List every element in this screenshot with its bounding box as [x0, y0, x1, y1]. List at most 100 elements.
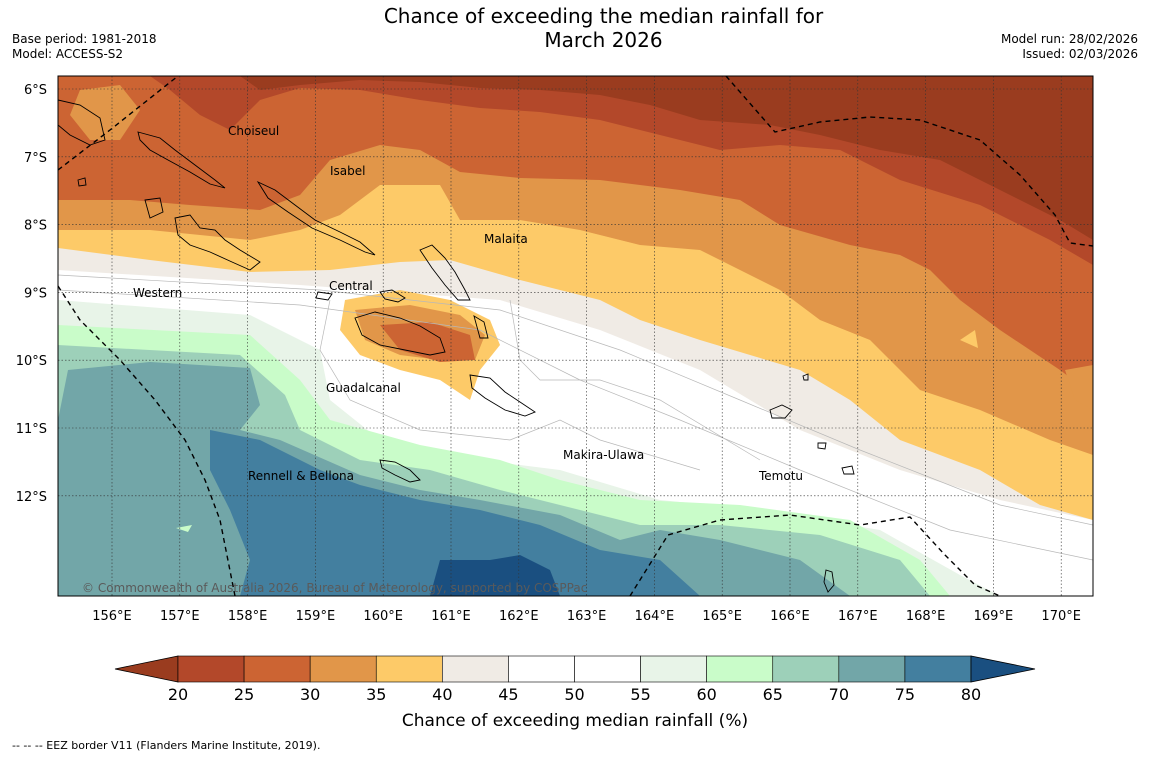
colorbar-low-extension [114, 655, 179, 683]
lon-label: 161°E [431, 609, 471, 624]
place-labels: Choiseul Isabel Malaita Western Central … [133, 124, 803, 483]
eez-border-note: -- -- -- EEZ border V11 (Flanders Marine… [12, 739, 321, 752]
eez-west-border [57, 285, 236, 597]
lat-label: 9°S [24, 286, 47, 301]
torres-islands [823, 569, 835, 593]
colorbar-segment [574, 655, 641, 683]
metadata-left: Base period: 1981-2018 Model: ACCESS-S2 [12, 32, 157, 62]
colorbar-label: Chance of exceeding median rainfall (%) [402, 711, 748, 731]
metadata-right: Model run: 28/02/2026 Issued: 02/03/2026 [1001, 32, 1138, 62]
band-25-30 [58, 76, 1093, 395]
lon-label: 157°E [160, 609, 200, 624]
vanikoro [841, 465, 855, 475]
colorbar-segment [904, 655, 972, 683]
lon-label: 169°E [974, 609, 1014, 624]
lon-label: 158°E [228, 609, 268, 624]
model-run-date: Model run: 28/02/2026 [1000, 32, 1138, 46]
graticule [58, 76, 1093, 596]
colorbar-tick: 75 [895, 685, 915, 704]
label-guadalcanal: Guadalcanal [326, 381, 401, 395]
colorbar-segment [309, 655, 377, 683]
label-western: Western [133, 286, 182, 300]
sw-pocket-70 [115, 522, 135, 545]
colorbar-segment [243, 655, 311, 683]
makira-island [469, 374, 536, 417]
colorbar-tick: 50 [564, 685, 584, 704]
band-above-80 [430, 555, 560, 596]
colorbar-segment [772, 655, 840, 683]
eez-borders [57, 75, 1094, 597]
isabel-island [256, 180, 376, 256]
model-name: Model: ACCESS-S2 [12, 47, 124, 61]
florida-islands [379, 289, 406, 303]
lon-label: 159°E [296, 609, 336, 624]
colorbar-segment [177, 655, 245, 683]
colorbar-tick: 80 [961, 685, 981, 704]
title-line-2: March 2026 [544, 28, 663, 52]
lon-label: 170°E [1041, 609, 1081, 624]
utupua [817, 442, 827, 450]
eez-north-border [725, 75, 1094, 247]
longitude-labels: 156°E 157°E 158°E 159°E 160°E 161°E 162°E 163°E… [92, 609, 1081, 624]
eez-vanuatu-border [629, 514, 1001, 597]
lon-label: 166°E [770, 609, 810, 624]
colorbar-segment [706, 655, 774, 683]
rennell-island [379, 459, 421, 483]
colorbar-tick: 45 [498, 685, 518, 704]
colorbar-high-extension [970, 655, 1036, 683]
choiseul-island [137, 131, 226, 189]
colorbar-segment [508, 655, 575, 683]
guadalcanal-island [354, 311, 446, 356]
lat-label: 8°S [24, 219, 47, 234]
label-malaita: Malaita [484, 232, 528, 246]
lat-label: 12°S [16, 490, 47, 505]
colorbar-segment [838, 655, 906, 683]
northwest-pocket-35 [70, 85, 140, 140]
colorbar-tick: 25 [234, 685, 254, 704]
lon-label: 162°E [499, 609, 539, 624]
malaita-island [419, 244, 471, 301]
contour-lines [58, 274, 1093, 561]
lon-label: 156°E [92, 609, 132, 624]
lat-label: 6°S [24, 83, 47, 98]
colorbar-tick: 55 [630, 685, 650, 704]
lon-label: 164°E [635, 609, 675, 624]
label-temotu: Temotu [758, 469, 803, 483]
small-malaita [473, 315, 489, 339]
lon-label: 168°E [906, 609, 946, 624]
colorbar-tick: 20 [168, 685, 188, 704]
lat-label: 11°S [16, 422, 47, 437]
map-frame [57, 75, 1094, 597]
new-georgia-islands [174, 214, 261, 271]
label-central: Central [329, 279, 373, 293]
chart-title: Chance of exceeding the median rainfall … [300, 4, 907, 52]
santa-cruz-islands [769, 404, 793, 419]
eez-png-border [57, 75, 179, 171]
russell-islands [315, 291, 333, 301]
base-period: Base period: 1981-2018 [12, 32, 157, 46]
colorbar-tick: 40 [432, 685, 452, 704]
band-75-80 [210, 430, 700, 596]
lat-label: 7°S [24, 151, 47, 166]
sw-pocket-60 [176, 525, 192, 532]
colorbar-segment [442, 655, 509, 683]
label-makira-ulawa: Makira-Ulawa [563, 448, 644, 462]
colorbar: 20 25 30 35 40 45 50 55 60 65 70 75 80 [114, 655, 1036, 704]
colorbar-tick: 70 [829, 685, 849, 704]
map-fill [58, 76, 1093, 596]
label-choiseul: Choiseul [228, 124, 279, 138]
copyright-notice: © Commonwealth of Australia 2026, Bureau… [82, 581, 587, 595]
shortland-islands [77, 177, 87, 187]
label-rennell-bellona: Rennell & Bellona [248, 469, 354, 483]
colorbar-tick: 35 [366, 685, 386, 704]
colorbar-segment [640, 655, 707, 683]
lon-label: 163°E [567, 609, 607, 624]
reef-islands [802, 373, 809, 381]
colorbar-tick: 30 [300, 685, 320, 704]
bougainville-tip [58, 99, 106, 146]
east-pocket-40 [960, 330, 978, 348]
label-isabel: Isabel [330, 164, 365, 178]
latitude-labels: 6°S 7°S 8°S 9°S 10°S 11°S 12°S [16, 83, 47, 505]
colorbar-segment [375, 655, 443, 683]
